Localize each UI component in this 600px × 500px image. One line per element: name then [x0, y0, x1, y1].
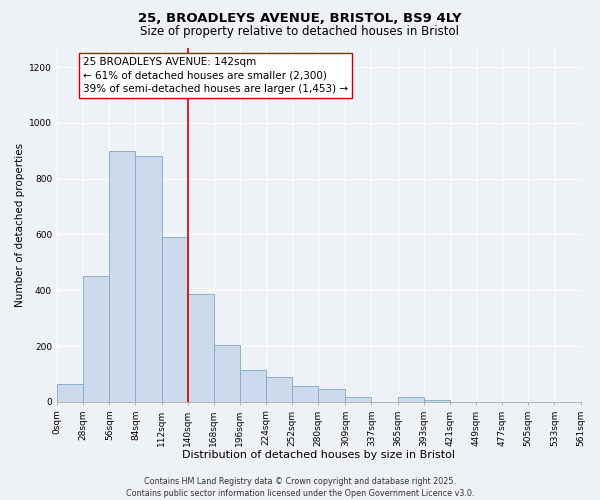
Bar [346, 397, 371, 402]
Bar [136, 156, 161, 402]
Bar [109, 150, 136, 402]
Bar [424, 400, 450, 402]
Bar [318, 390, 346, 402]
Text: Size of property relative to detached houses in Bristol: Size of property relative to detached ho… [140, 25, 460, 38]
X-axis label: Distribution of detached houses by size in Bristol: Distribution of detached houses by size … [182, 450, 455, 460]
Y-axis label: Number of detached properties: Number of detached properties [15, 142, 25, 306]
Bar [188, 294, 214, 402]
Text: 25 BROADLEYS AVENUE: 142sqm
← 61% of detached houses are smaller (2,300)
39% of : 25 BROADLEYS AVENUE: 142sqm ← 61% of det… [83, 58, 348, 94]
Bar [398, 397, 424, 402]
Bar [266, 376, 292, 402]
Bar [83, 276, 109, 402]
Bar [161, 237, 188, 402]
Bar [292, 386, 318, 402]
Bar [57, 384, 83, 402]
Text: 25, BROADLEYS AVENUE, BRISTOL, BS9 4LY: 25, BROADLEYS AVENUE, BRISTOL, BS9 4LY [138, 12, 462, 26]
Bar [214, 344, 240, 402]
Text: Contains HM Land Registry data © Crown copyright and database right 2025.
Contai: Contains HM Land Registry data © Crown c… [126, 476, 474, 498]
Bar [240, 370, 266, 402]
